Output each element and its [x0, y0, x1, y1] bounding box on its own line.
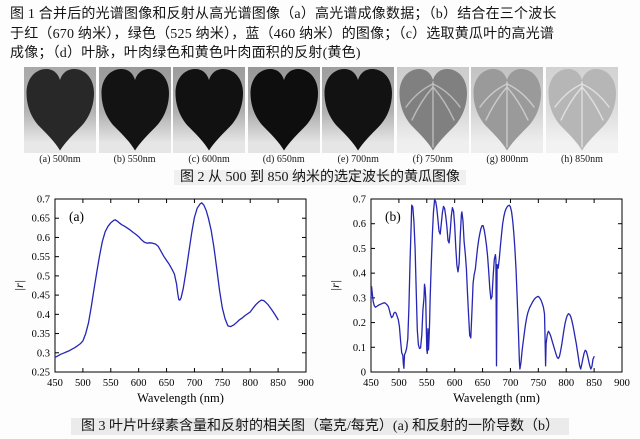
- svg-text:900: 900: [298, 378, 314, 389]
- svg-text:Wavelength (nm): Wavelength (nm): [137, 391, 224, 405]
- svg-text:750: 750: [214, 378, 230, 389]
- leaf-shape: [399, 68, 467, 150]
- svg-text:0.7: 0.7: [353, 194, 366, 205]
- svg-text:450: 450: [363, 378, 379, 389]
- leaf-shape: [473, 68, 542, 150]
- svg-text:550: 550: [419, 378, 435, 389]
- leaf-image: [396, 66, 469, 153]
- chart-b: 450 500 550 600 650 700 750 800 850 900 0 0.1 0.2 0.3…: [325, 191, 631, 415]
- svg-text:800: 800: [242, 378, 258, 389]
- leaf-image: [545, 66, 618, 153]
- svg-text:0.45: 0.45: [32, 290, 50, 301]
- leaf-shape: [101, 68, 169, 150]
- svg-text:850: 850: [270, 378, 286, 389]
- svg-text:650: 650: [159, 378, 175, 389]
- fig1-caption: 图 1 合并后的光谱图像和反射从高光谱图像（a）高光谱成像数据；（b）结合在三个…: [0, 0, 640, 64]
- fig1-caption-line2: 于红（670 纳米），绿色（525 纳米），蓝（460 纳米）的图像；（c）选取…: [10, 26, 555, 42]
- svg-text:750: 750: [530, 378, 546, 389]
- leaf-shape: [175, 68, 244, 150]
- leaf-image-cell: (e) 700nm: [322, 66, 395, 166]
- chart-plot: 450 500 550 600 650 700 750 800 850 900 0 0.1 0.2 0.3…: [328, 194, 630, 405]
- svg-text:(a): (a): [69, 209, 84, 224]
- chart-plot: 450 500 550 600 650 700 750 800 850 900 0.25 0.3 0.3…: [12, 194, 314, 405]
- svg-text:0.6: 0.6: [353, 219, 366, 230]
- svg-text:600: 600: [131, 378, 147, 389]
- fig3-caption-text: 图 3 叶片叶绿素含量和反射的相关图（毫克/每克）(a) 和反射的一阶导数（b）: [71, 417, 569, 435]
- leaf-image-cell: (a) 500nm: [24, 66, 96, 166]
- leaf-image-cell: (g) 800nm: [471, 66, 544, 166]
- svg-text:(b): (b): [385, 209, 401, 224]
- fig2-caption: 图 2 从 500 到 850 纳米的选定波长的黄瓜图像: [0, 168, 640, 188]
- svg-text:0.5: 0.5: [37, 271, 50, 282]
- svg-text:0.35: 0.35: [32, 329, 50, 340]
- fig1-caption-line1: 图 1 合并后的光谱图像和反射从高光谱图像（a）高光谱成像数据；（b）结合在三个…: [10, 7, 557, 22]
- svg-text:650: 650: [475, 378, 491, 389]
- svg-text:|r|: |r|: [12, 279, 26, 290]
- svg-text:800: 800: [558, 378, 574, 389]
- svg-text:0.7: 0.7: [37, 194, 50, 205]
- leaf-image-cell: (b) 550nm: [98, 66, 171, 166]
- leaf-image-cell: (f) 750nm: [396, 66, 469, 166]
- svg-text:0.4: 0.4: [353, 268, 367, 279]
- svg-text:0.65: 0.65: [32, 213, 50, 224]
- leaf-image-label: (b) 550nm: [113, 153, 156, 165]
- leaf-image: [173, 66, 246, 153]
- chart-a: 450 500 550 600 650 700 750 800 850 900 0.25 0.3 0.3…: [9, 191, 315, 415]
- leaf-shape: [250, 68, 318, 150]
- svg-text:500: 500: [75, 378, 91, 389]
- leaf-image-label: (d) 650nm: [262, 153, 305, 165]
- svg-text:550: 550: [103, 378, 119, 389]
- svg-text:0.55: 0.55: [32, 252, 50, 263]
- leaf-shape: [548, 68, 616, 150]
- leaf-shape: [26, 68, 94, 150]
- leaf-image-label: (g) 800nm: [486, 153, 529, 165]
- svg-text:0.25: 0.25: [32, 367, 50, 378]
- svg-text:Wavelength (nm): Wavelength (nm): [453, 391, 540, 405]
- leaf-image: [247, 66, 320, 153]
- svg-text:900: 900: [614, 378, 630, 389]
- fig1-caption-line3: 成像；（d）叶脉，叶肉绿色和黄色叶肉面积的反射(黄色): [10, 46, 361, 61]
- leaf-image-label: (e) 700nm: [337, 153, 379, 165]
- fig2-caption-text: 图 2 从 500 到 850 纳米的选定波长的黄瓜图像: [174, 169, 466, 185]
- svg-text:0: 0: [361, 367, 366, 378]
- leaf-image-strip: (a) 500nm (b) 550nm (c) 600nm (d) 650nm (e) …: [0, 65, 640, 166]
- leaf-image: [98, 66, 171, 153]
- leaf-image-cell: (d) 650nm: [247, 66, 320, 166]
- svg-text:600: 600: [447, 378, 463, 389]
- svg-text:0.2: 0.2: [353, 318, 366, 329]
- leaf-shape: [324, 68, 393, 150]
- charts-row: 450 500 550 600 650 700 750 800 850 900 0.25 0.3 0.3…: [0, 191, 640, 415]
- svg-text:700: 700: [503, 378, 519, 389]
- leaf-image-label: (c) 600nm: [188, 153, 230, 165]
- svg-text:0.1: 0.1: [353, 342, 366, 353]
- leaf-image-cell: (c) 600nm: [173, 66, 246, 166]
- svg-text:0.4: 0.4: [37, 309, 51, 320]
- fig3-caption: 图 3 叶片叶绿素含量和反射的相关图（毫克/每克）(a) 和反射的一阶导数（b）: [0, 417, 640, 437]
- svg-text:0.6: 0.6: [37, 232, 50, 243]
- leaf-image-cell: (h) 850nm: [545, 66, 618, 166]
- svg-text:0.3: 0.3: [353, 293, 366, 304]
- svg-text:500: 500: [391, 378, 407, 389]
- leaf-image-label: (a) 500nm: [39, 153, 81, 165]
- svg-text:0.5: 0.5: [353, 243, 366, 254]
- svg-text:|r|: |r|: [328, 279, 342, 290]
- leaf-image-label: (h) 850nm: [560, 153, 603, 165]
- svg-text:700: 700: [187, 378, 203, 389]
- svg-text:0.3: 0.3: [37, 348, 50, 359]
- svg-text:850: 850: [586, 378, 602, 389]
- leaf-image-label: (f) 750nm: [412, 153, 453, 165]
- leaf-image: [24, 66, 96, 153]
- leaf-image: [471, 66, 544, 153]
- leaf-image: [322, 66, 395, 153]
- svg-text:450: 450: [47, 378, 63, 389]
